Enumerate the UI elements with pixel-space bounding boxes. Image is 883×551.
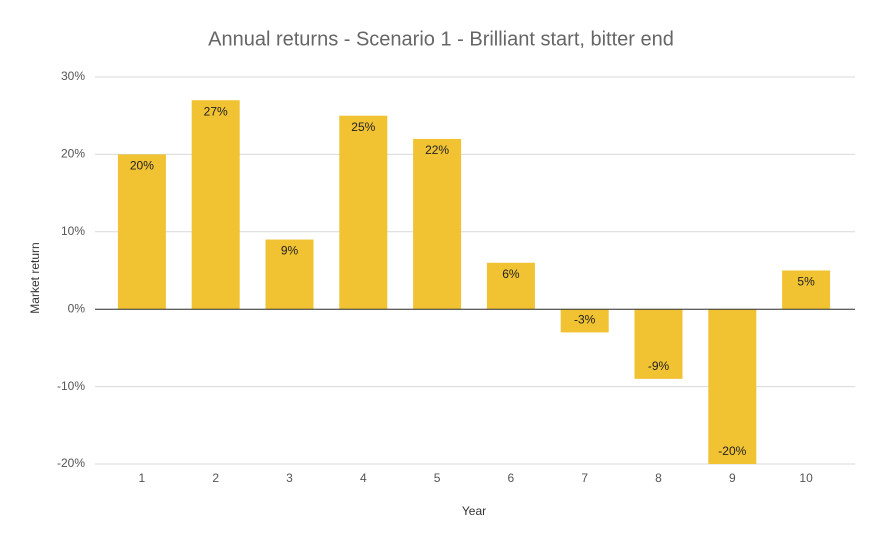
value-label: 20% (130, 159, 154, 173)
y-tick-label: 30% (61, 69, 85, 83)
x-tick-label: 1 (139, 471, 146, 485)
x-tick-label: 4 (360, 471, 367, 485)
bar (265, 239, 314, 310)
value-label: 9% (281, 244, 299, 258)
bar (486, 262, 535, 310)
x-tick-label: 10 (799, 471, 813, 485)
bar (782, 270, 831, 310)
x-tick-label: 9 (729, 471, 736, 485)
x-axis-label: Year (462, 504, 486, 518)
y-tick-label: -10% (57, 379, 85, 393)
y-tick-label: 0% (68, 301, 86, 315)
bar (560, 309, 609, 333)
value-label: -20% (718, 444, 746, 458)
y-tick-label: -20% (57, 456, 85, 470)
value-label: -3% (574, 313, 596, 327)
x-tick-label: 6 (508, 471, 515, 485)
value-label: 27% (204, 104, 228, 118)
bar (117, 154, 166, 310)
bar (413, 138, 462, 310)
x-tick-label: 7 (581, 471, 588, 485)
y-tick-label: 20% (61, 147, 85, 161)
bar (339, 115, 388, 310)
bar (191, 100, 240, 310)
bar (708, 309, 757, 464)
value-label: 6% (502, 267, 520, 281)
y-tick-label: 10% (61, 224, 85, 238)
value-label: 5% (797, 275, 815, 289)
value-label: -9% (648, 359, 670, 373)
x-tick-label: 5 (434, 471, 441, 485)
x-tick-label: 3 (286, 471, 293, 485)
value-label: 25% (351, 120, 375, 134)
x-tick-label: 8 (655, 471, 662, 485)
x-tick-label: 2 (212, 471, 219, 485)
bar (634, 309, 683, 379)
value-label: 22% (425, 143, 449, 157)
chart-title: Annual returns - Scenario 1 - Brilliant … (208, 28, 674, 50)
y-axis-label: Market return (28, 242, 42, 313)
